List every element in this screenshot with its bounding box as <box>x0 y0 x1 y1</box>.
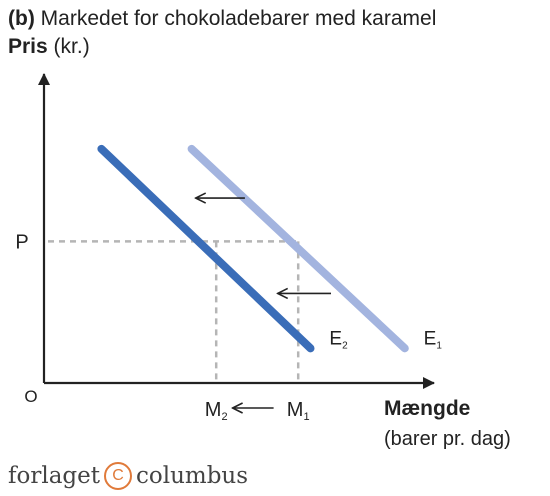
price-label: P <box>15 231 28 253</box>
x-axis-unit: (barer pr. dag) <box>384 428 511 450</box>
demand-curve-e1 <box>187 144 409 353</box>
chart-title: (b) Markedet for chokoladebarer med kara… <box>8 6 436 32</box>
origin-label: O <box>24 387 37 406</box>
panel-label: (b) <box>8 7 35 30</box>
brand-left: forlaget <box>8 463 100 489</box>
series-label-e2: E2 <box>329 328 348 351</box>
guide-lines <box>48 240 300 381</box>
quantity-label-m2: M2 <box>205 399 228 423</box>
y-axis-label-bold: Pris <box>8 35 48 58</box>
quantity-label-m1: M1 <box>287 399 310 423</box>
y-axis-unit: (kr.) <box>53 35 90 58</box>
demand-curves <box>97 144 409 353</box>
publisher-logo: forlaget C columbus <box>8 462 248 490</box>
y-axis-label: Pris (kr.) <box>8 34 90 60</box>
series-label-e1: E1 <box>424 328 443 351</box>
x-axis-label: Mængde <box>384 397 471 420</box>
copyright-icon: C <box>104 462 132 490</box>
demand-curve-e2 <box>97 144 315 353</box>
axes <box>38 73 435 389</box>
shift-arrows <box>196 198 331 408</box>
brand-right: columbus <box>136 463 249 489</box>
title-text: Markedet for chokoladebarer med karamel <box>40 7 437 30</box>
chart-labels: O E1 E2 P M2 M1 <box>15 231 442 423</box>
